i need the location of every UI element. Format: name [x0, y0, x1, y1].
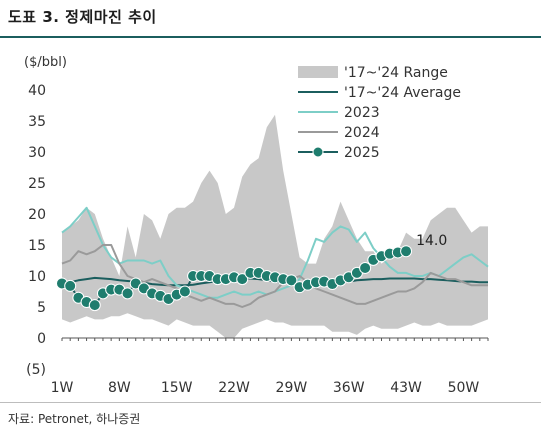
x-tick-label: 1W	[51, 380, 74, 396]
label-layer: 14.0	[416, 233, 447, 249]
x-tick-label: 15W	[161, 380, 193, 396]
source-divider	[0, 402, 541, 403]
y-tick-label: 35	[28, 114, 46, 130]
y-tick-label: 10	[28, 269, 46, 285]
last-value-label: 14.0	[416, 233, 447, 249]
x-tick-label: 43W	[390, 380, 422, 396]
series-layer	[56, 206, 489, 312]
y-tick-label: 25	[28, 176, 46, 192]
y-tick-label: 40	[28, 83, 46, 99]
series-point	[121, 287, 134, 300]
title-divider	[0, 36, 541, 38]
y-tick-label: 15	[28, 238, 46, 254]
series-point	[359, 261, 372, 274]
y-tick-label: 30	[28, 145, 46, 161]
legend-marker	[312, 146, 324, 158]
x-tick-label: 50W	[448, 380, 480, 396]
series-line	[61, 244, 488, 308]
legend-label: 2024	[344, 125, 380, 141]
page-title: 도표 3. 정제마진 추이	[8, 8, 157, 26]
x-tick-label: 8W	[108, 380, 131, 396]
range-band-area	[62, 114, 488, 338]
x-tick-label: 22W	[218, 380, 250, 396]
y-tick-label: 20	[28, 207, 46, 223]
range-band-layer	[62, 114, 488, 338]
legend-label: 2025	[344, 145, 380, 161]
y-tick-label: 5	[37, 300, 46, 316]
y-tick-label: 0	[37, 331, 46, 347]
source-note: 자료: Petronet, 하나증권	[8, 412, 141, 426]
x-tick-label: 36W	[333, 380, 365, 396]
legend-label: '17~'24 Average	[344, 85, 461, 101]
series-point	[236, 273, 249, 286]
y-tick-label: (5)	[26, 362, 46, 378]
legend-swatch	[298, 66, 338, 78]
y-axis-label: ($/bbl)	[24, 55, 67, 70]
series-point	[285, 274, 298, 287]
legend-label: 2023	[344, 105, 380, 121]
x-tick-label: 29W	[276, 380, 308, 396]
series-point	[88, 299, 101, 312]
legend-label: '17~'24 Range	[344, 65, 448, 81]
series-point	[178, 285, 191, 298]
chart-legend: '17~'24 Range '17~'24 Average 2023 2024 2025	[298, 65, 461, 161]
series-point	[64, 279, 77, 292]
series-point	[400, 245, 413, 258]
